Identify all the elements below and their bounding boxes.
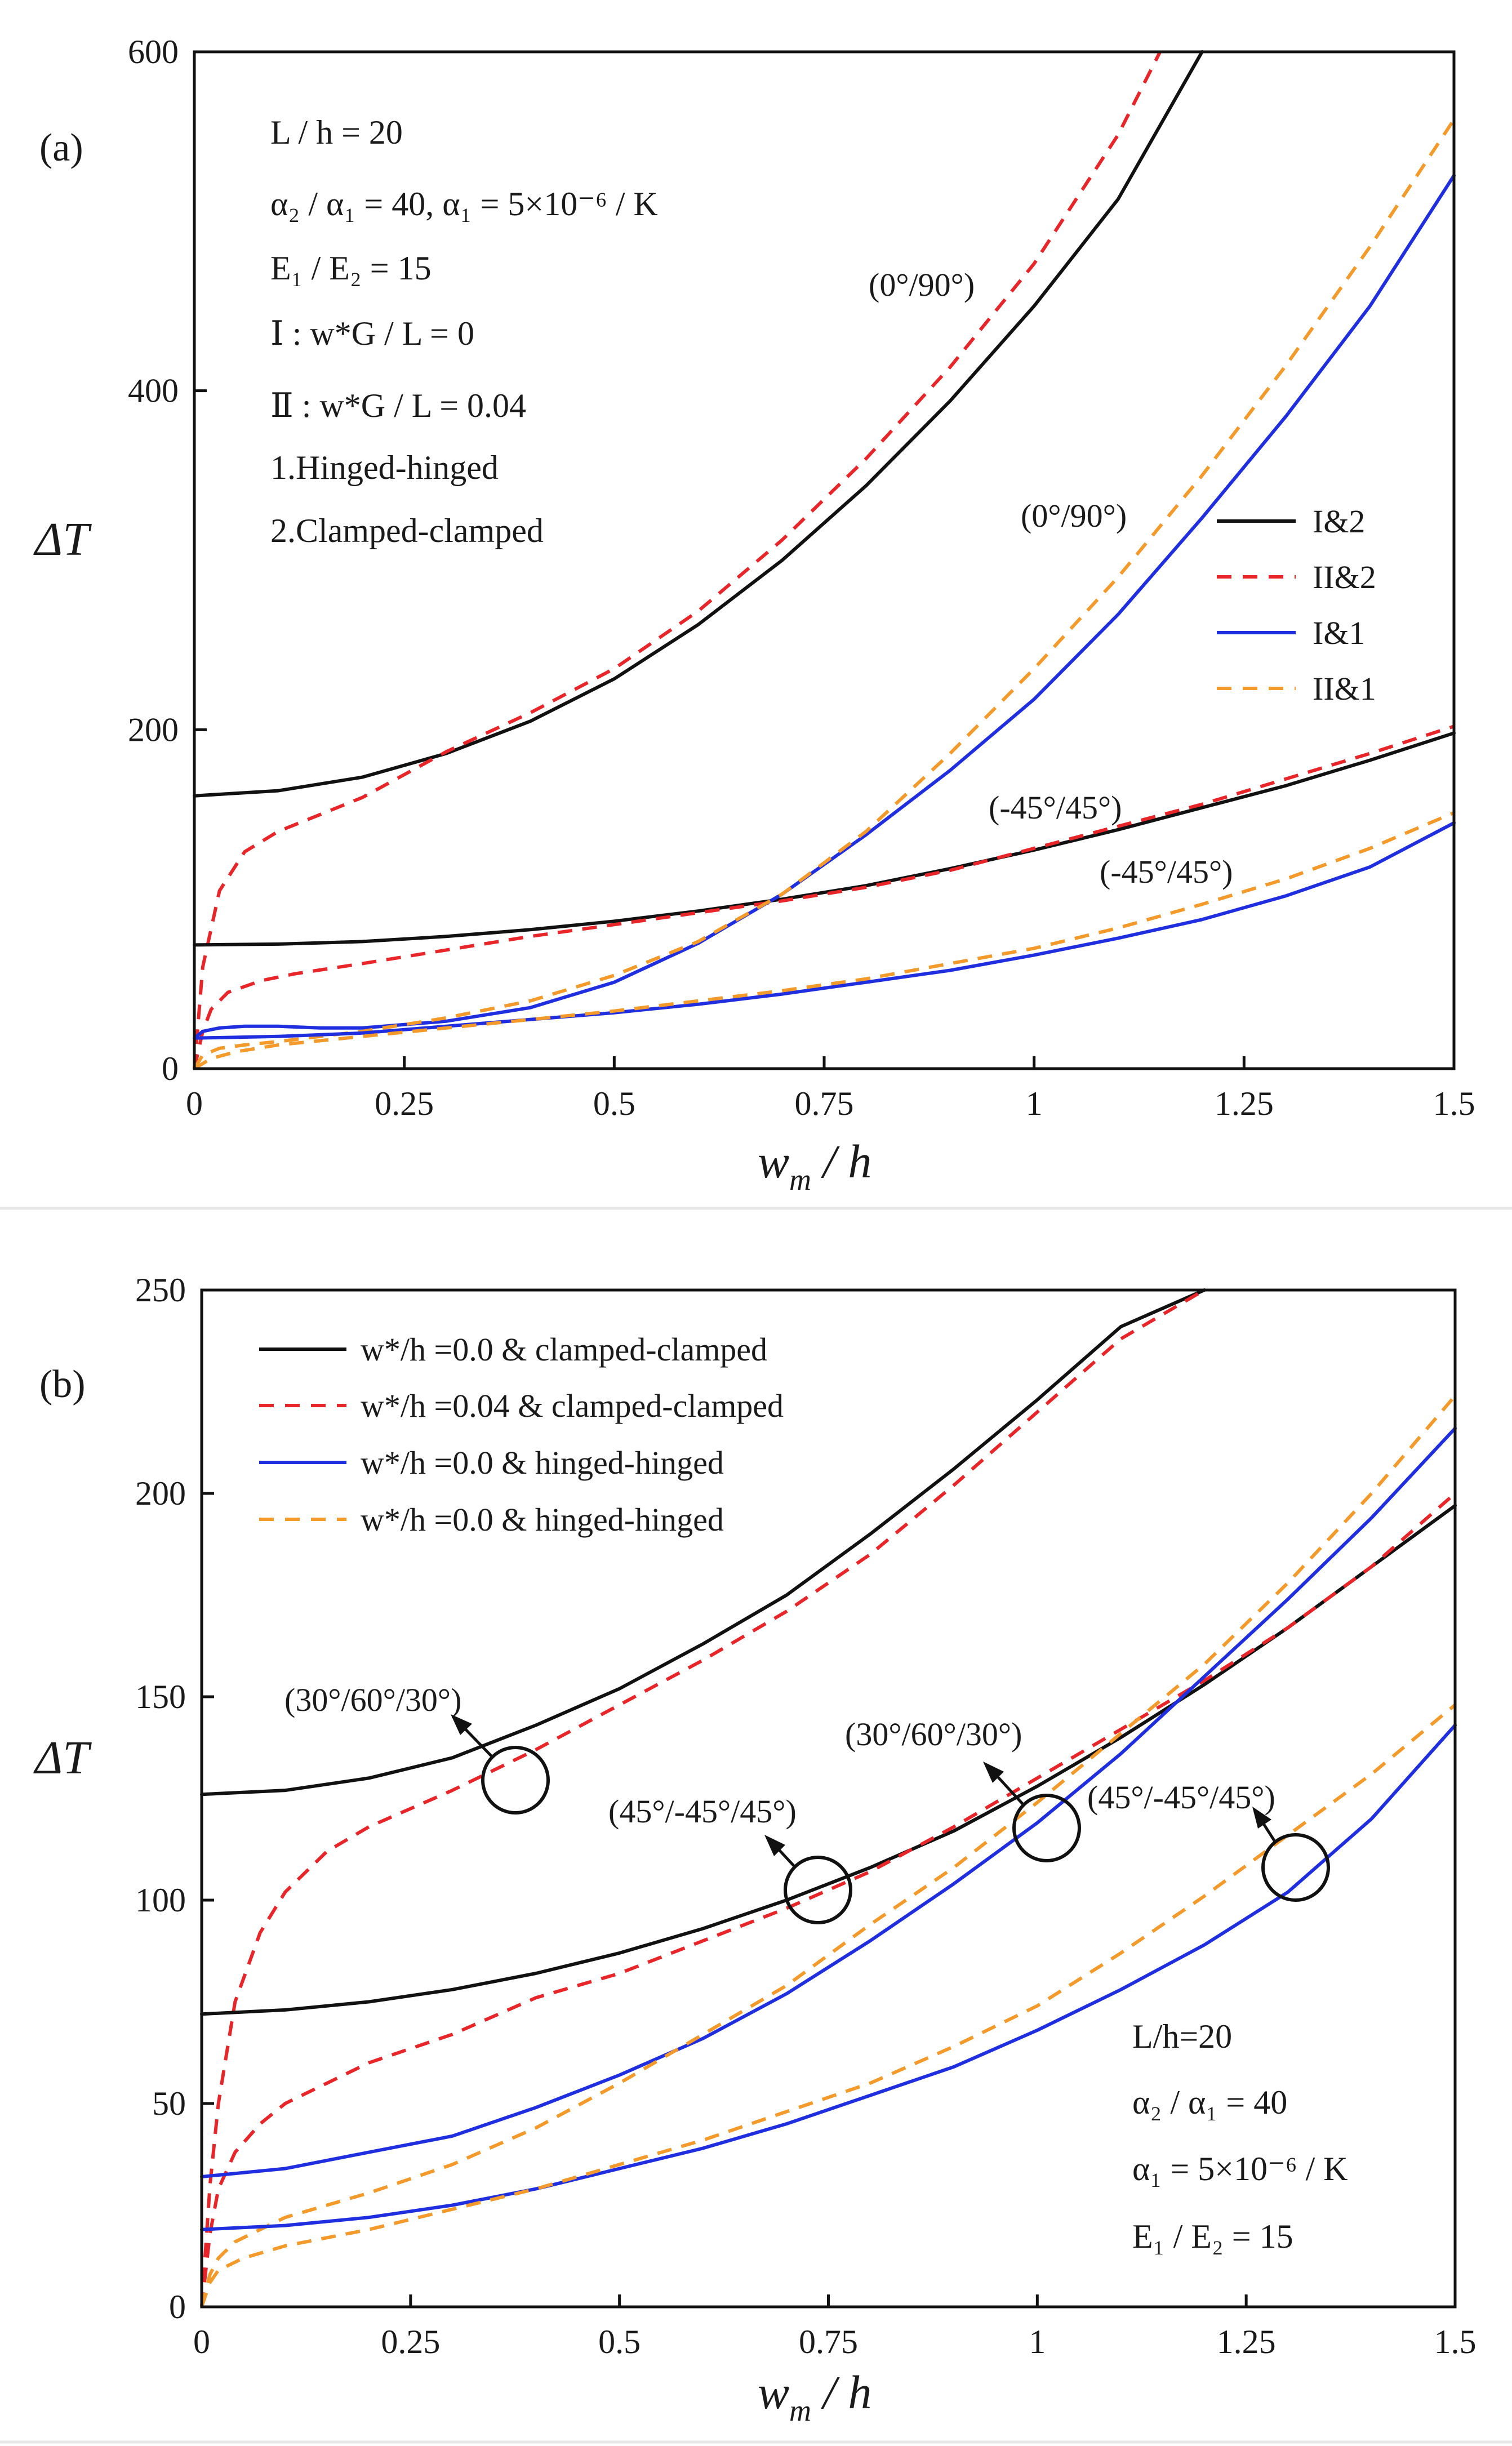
panel-a-x-tick-label: 1.5 [1433, 1085, 1475, 1122]
panel-b-label: (b) [39, 1363, 86, 1406]
panel-a-y-tick-label: 200 [128, 711, 179, 748]
annotation-label: (0°/90°) [869, 266, 975, 303]
svg-text:wm / h: wm / h [758, 1136, 871, 1197]
panel-a-y-axis-title: ΔT [33, 513, 92, 566]
panel-b-x-axis-title: wm / h [758, 2367, 871, 2427]
panel-a-y-tick-label: 0 [162, 1050, 179, 1087]
panel-a-info-line: Ⅱ : w*G / L = 0.04 [270, 387, 526, 424]
panel-a-series-line-7 [193, 821, 1456, 1040]
panel-b-info-line: E₁ / E₂ = 15 [1132, 2218, 1293, 2255]
panel-b-annotation-markers [451, 1714, 1330, 1924]
panel-b-y-tick-label: 250 [135, 1271, 186, 1309]
annotation-label: (45°/-45°/45°) [608, 1793, 797, 1830]
panel-a-x-tick-label: 0.75 [795, 1085, 854, 1122]
legend-label: II&1 [1313, 670, 1376, 707]
annotation-circle [1261, 1833, 1330, 1902]
panel-a-info-line: Ⅰ : w*G / L = 0 [270, 315, 474, 352]
panel-b-x-tick-label: 0.25 [381, 2323, 440, 2360]
panel-a-x-tick-label: 0.5 [593, 1085, 635, 1122]
panel-b-series-line-1 [200, 1288, 1206, 1796]
panel-b-series-line-6 [200, 1394, 1457, 2307]
panel-b-series-line-2 [200, 1288, 1206, 2307]
panel-a-info-line: 2.Clamped-clamped [270, 512, 544, 549]
panel-b-y-tick-label: 150 [135, 1678, 186, 1715]
panel-a-ticks: 0 0.25 0.5 0.75 1 1.25 1.5 0 200 400 600 [128, 33, 1475, 1122]
legend-label: I&1 [1313, 615, 1365, 651]
panel-b-x-tick-label: 1.25 [1217, 2323, 1276, 2360]
legend-label: II&2 [1313, 559, 1376, 595]
panel-a-info-block: L / h = 20 α₂ / α₁ = 40, α₁ = 5×10⁻⁶ / K… [270, 114, 658, 549]
svg-text:wm / h: wm / h [758, 2367, 871, 2427]
legend-label: w*/h =0.0 & hinged-hinged [361, 1501, 724, 1538]
panel-a-chart: 0 0.25 0.5 0.75 1 1.25 1.5 0 200 400 600 (a) L / h… [33, 33, 1475, 1197]
arrow-head-icon [451, 1714, 472, 1735]
panel-a-series-line-4 [193, 724, 1455, 1069]
panel-a-label: (a) [39, 126, 83, 170]
legend-label: w*/h =0.04 & clamped-clamped [361, 1387, 784, 1424]
panel-a-series-line-1 [193, 50, 1204, 798]
panel-b-info-block: L/h=20 α₂ / α₁ = 40 α₁ = 5×10⁻⁶ / K E₁ /… [1132, 2018, 1348, 2255]
annotation-label: (30°/60°/30°) [845, 1716, 1022, 1753]
panel-a-series-line-6 [193, 118, 1456, 1070]
arrow-head-icon [1252, 1807, 1271, 1829]
panel-a-series-line-8 [193, 811, 1455, 1070]
panel-a-x-tick-label: 0.25 [375, 1085, 434, 1122]
panel-b-x-tick-label: 0 [193, 2323, 210, 2360]
panel-b-x-tick-label: 0.75 [799, 2323, 858, 2360]
panel-a-y-tick-label: 400 [128, 372, 179, 410]
panel-a-y-tick-label: 600 [128, 33, 179, 70]
panel-b-x-tick-label: 1 [1029, 2323, 1046, 2360]
panel-b-info-line: α₂ / α₁ = 40 [1132, 2084, 1287, 2121]
annotation-circle [784, 1856, 852, 1924]
panel-a-series-group [193, 50, 1456, 1070]
panel-a-info-line: α₂ / α₁ = 40, α₁ = 5×10⁻⁶ / K [270, 185, 658, 223]
panel-b-x-tick-label: 1.5 [1434, 2323, 1477, 2360]
panel-a-x-axis-title: wm / h [758, 1136, 871, 1197]
legend-label: I&2 [1313, 503, 1365, 540]
panel-a-series-line-5 [193, 174, 1456, 1040]
annotation-circle [1012, 1794, 1081, 1862]
panel-a-x-tick-label: 1.25 [1215, 1085, 1274, 1122]
panel-b-y-tick-label: 0 [169, 2288, 186, 2325]
panel-a-legend: I&2 II&2 I&1 II&1 [1217, 503, 1376, 707]
annotation-label: (-45°/45°) [1100, 853, 1233, 890]
panel-b-info-line: L/h=20 [1132, 2018, 1232, 2055]
panel-b-series-line-7 [200, 1723, 1457, 2231]
panel-b-info-line: α₁ = 5×10⁻⁶ / K [1132, 2150, 1348, 2187]
panel-a-info-line: L / h = 20 [270, 114, 403, 151]
panel-b-y-tick-label: 100 [135, 1882, 186, 1919]
panel-b-x-tick-label: 0.5 [598, 2323, 641, 2360]
panel-b-series-group [200, 1288, 1457, 2307]
panel-b-y-tick-label: 200 [135, 1475, 186, 1512]
panel-b-legend: w*/h =0.0 & clamped-clamped w*/h =0.04 &… [259, 1331, 784, 1538]
panel-b-ticks: 0 0.25 0.5 0.75 1 1.25 1.5 0 50 100 150 200 250 [135, 1271, 1477, 2360]
panel-a-series-line-3 [193, 731, 1456, 947]
panel-a-x-tick-label: 0 [186, 1085, 203, 1122]
annotation-label: (30°/60°/30°) [284, 1682, 461, 1718]
panel-a-series-line-2 [193, 51, 1162, 1069]
legend-label: w*/h =0.0 & clamped-clamped [361, 1331, 767, 1368]
panel-b-series-line-5 [200, 1426, 1457, 2178]
legend-label: w*/h =0.0 & hinged-hinged [361, 1444, 724, 1481]
panel-a-info-line: 1.Hinged-hinged [270, 449, 499, 486]
panel-b-series-line-8 [200, 1704, 1456, 2307]
panel-a-x-tick-label: 1 [1026, 1085, 1043, 1122]
arrow-head-icon [764, 1835, 785, 1856]
arrow-head-icon [983, 1762, 1004, 1783]
annotation-circle [481, 1746, 550, 1815]
annotation-label: (0°/90°) [1021, 497, 1127, 534]
panel-b-series-line-3 [200, 1504, 1457, 2016]
annotation-label: (-45°/45°) [989, 789, 1122, 826]
panel-b-y-axis-title: ΔT [33, 1732, 92, 1784]
panel-a-info-line: E₁ / E₂ = 15 [270, 250, 432, 287]
panel-b-y-tick-label: 50 [152, 2085, 186, 2122]
annotation-label: (45°/-45°/45°) [1087, 1779, 1275, 1816]
